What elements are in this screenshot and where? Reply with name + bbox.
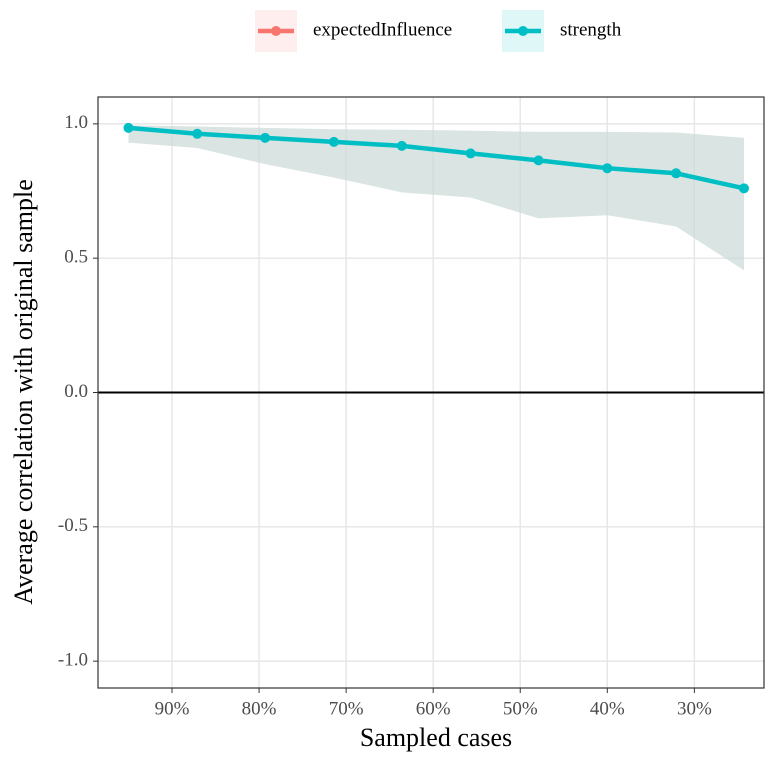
- x-axis-title: Sampled cases: [360, 723, 512, 752]
- x-tick-label: 30%: [677, 698, 712, 719]
- y-tick-label: -1.0: [58, 649, 88, 670]
- x-tick-label: 70%: [329, 698, 364, 719]
- x-tick-label: 80%: [242, 698, 277, 719]
- series-line: [128, 125, 745, 191]
- x-tick-label: 50%: [503, 698, 538, 719]
- point: [328, 136, 339, 147]
- y-tick-label: 0.0: [64, 381, 88, 402]
- x-tick-label: 90%: [155, 698, 190, 719]
- point: [396, 140, 407, 151]
- point: [192, 128, 203, 139]
- point: [671, 168, 682, 179]
- legend-key-point: [271, 26, 281, 36]
- x-tick-label: 40%: [590, 698, 625, 719]
- point: [738, 183, 749, 194]
- x-tick-label: 60%: [416, 698, 451, 719]
- y-tick-label: 0.5: [64, 247, 88, 268]
- marks: [98, 122, 764, 394]
- y-tick-label: 1.0: [64, 112, 88, 133]
- point: [465, 148, 476, 159]
- point: [533, 155, 544, 166]
- ci-band: [128, 125, 744, 271]
- legend-label: expectedInfluence: [313, 19, 452, 40]
- point: [260, 132, 271, 143]
- point: [123, 122, 134, 133]
- legend-label: strength: [560, 19, 622, 40]
- point: [602, 163, 613, 174]
- y-tick-label: -0.5: [58, 515, 88, 536]
- legend-key-point: [518, 26, 528, 36]
- y-axis-title: Average correlation with original sample: [9, 179, 38, 604]
- legend: expectedInfluence strength: [255, 10, 622, 52]
